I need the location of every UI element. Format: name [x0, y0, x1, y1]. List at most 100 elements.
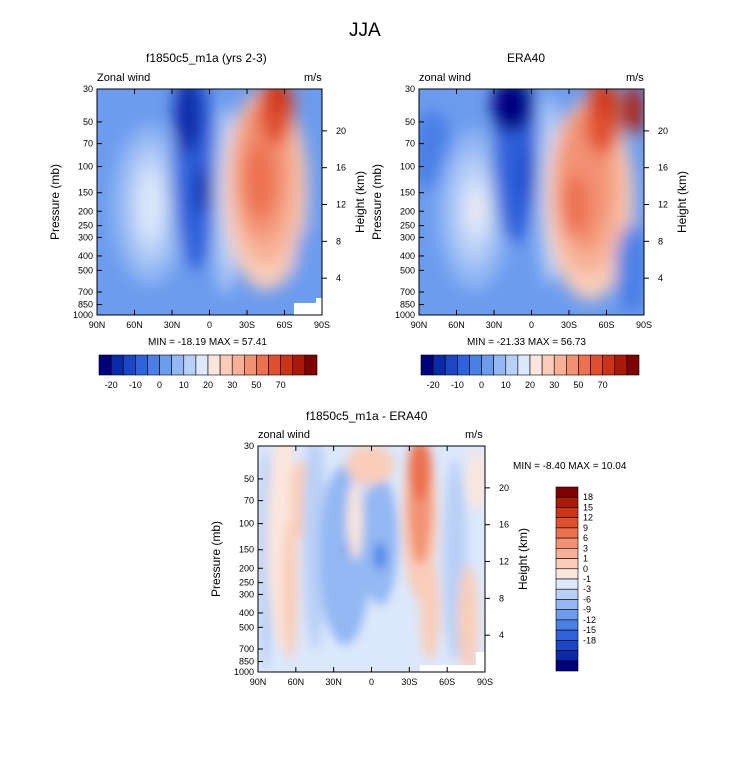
y-tick-label: 50 — [405, 117, 415, 127]
colorbar-label: 10 — [501, 380, 511, 390]
colorbar-swatch — [555, 537, 579, 549]
x-tick-label: 30S — [561, 320, 577, 330]
colorbar-label: 18 — [583, 492, 593, 502]
y2-axis-title: Height (km) — [516, 528, 530, 590]
y-tick-label: 700 — [400, 287, 415, 297]
colorbar-label: -6 — [583, 594, 591, 604]
min-max-stats: MIN = -21.33 MAX = 56.73 — [467, 337, 586, 348]
y-tick-label: 300 — [78, 232, 93, 242]
y-tick-label: 700 — [239, 644, 254, 654]
y-axis-title: Pressure (mb) — [48, 164, 62, 240]
y-tick-label: 250 — [400, 221, 415, 231]
colorbar-label: -1 — [583, 574, 591, 584]
left-corner-label: zonal wind — [258, 429, 310, 441]
colorbar-swatch — [304, 354, 318, 376]
colorbar-swatch — [555, 650, 579, 662]
colorbar-swatch — [555, 599, 579, 610]
colorbar-swatch — [555, 527, 579, 539]
units-label: m/s — [626, 72, 644, 84]
colorbar-swatch — [555, 629, 579, 641]
colorbar-label: 9 — [583, 523, 588, 533]
x-tick-label: 90S — [636, 320, 652, 330]
y-tick-label: 1000 — [73, 310, 93, 320]
x-tick-label: 0 — [207, 320, 212, 330]
colorbar-label: -12 — [583, 615, 596, 625]
panel-title: ERA40 — [507, 51, 546, 65]
colorbar-label: -3 — [583, 584, 591, 594]
y-tick-label: 1000 — [234, 667, 254, 677]
x-tick-label: 0 — [529, 320, 534, 330]
colorbar-swatch — [555, 660, 579, 672]
y-tick-label: 500 — [400, 265, 415, 275]
x-tick-label: 60S — [598, 320, 614, 330]
x-tick-label: 30N — [164, 320, 181, 330]
colorbar-label: -10 — [451, 380, 464, 390]
y-tick-label: 250 — [239, 578, 254, 588]
y2-tick-label: 8 — [336, 236, 341, 246]
y2-axis-title: Height (km) — [353, 171, 367, 233]
colorbar-swatch — [555, 588, 579, 600]
colorbar-label: 1 — [583, 554, 588, 564]
y-tick-label: 1000 — [395, 310, 415, 320]
colorbar-label: 10 — [179, 380, 189, 390]
y-tick-label: 850 — [239, 657, 254, 667]
y-tick-label: 100 — [400, 162, 415, 172]
y-tick-label: 150 — [400, 188, 415, 198]
colorbar-label: 30 — [549, 380, 559, 390]
y-tick-label: 700 — [78, 287, 93, 297]
y2-tick-label: 16 — [658, 163, 668, 173]
colorbar-swatch — [555, 496, 579, 508]
y-tick-label: 400 — [239, 608, 254, 618]
y-tick-label: 850 — [400, 300, 415, 310]
y2-tick-label: 4 — [499, 630, 504, 640]
x-tick-label: 90S — [477, 677, 493, 687]
colorbar-swatch — [555, 619, 579, 631]
y-tick-label: 500 — [239, 622, 254, 632]
colorbar-label: -18 — [583, 635, 596, 645]
y2-tick-label: 12 — [336, 200, 346, 210]
colorbar-label: 12 — [583, 513, 593, 523]
x-tick-label: 60S — [276, 320, 292, 330]
min-max-stats: MIN = -18.19 MAX = 57.41 — [148, 337, 267, 348]
x-tick-label: 30N — [325, 677, 342, 687]
y-tick-label: 400 — [78, 251, 93, 261]
y2-tick-label: 16 — [336, 163, 346, 173]
colorbar-label: 70 — [276, 380, 286, 390]
y-tick-label: 300 — [239, 589, 254, 599]
colorbar-label: 50 — [573, 380, 583, 390]
x-tick-label: 60N — [288, 677, 305, 687]
colorbar-label: 0 — [479, 380, 484, 390]
colorbar-swatch — [555, 568, 579, 580]
y-tick-label: 70 — [83, 139, 93, 149]
units-label: m/s — [465, 429, 483, 441]
y-tick-label: 70 — [405, 139, 415, 149]
left-corner-label: zonal wind — [419, 72, 471, 84]
y2-tick-label: 20 — [658, 126, 668, 136]
y-tick-label: 300 — [400, 232, 415, 242]
colorbar-swatch — [555, 507, 579, 518]
colorbar-swatch — [555, 609, 579, 621]
x-tick-label: 30N — [486, 320, 503, 330]
y-tick-label: 150 — [78, 188, 93, 198]
y2-tick-label: 20 — [336, 126, 346, 136]
colorbar-label: -9 — [583, 605, 591, 615]
x-tick-label: 60N — [126, 320, 143, 330]
colorbar-label: 20 — [525, 380, 535, 390]
y2-tick-label: 4 — [658, 273, 663, 283]
y2-tick-label: 12 — [499, 557, 509, 567]
y-tick-label: 100 — [239, 519, 254, 529]
colorbar-label: -20 — [105, 380, 118, 390]
colorbar-label: 0 — [157, 380, 162, 390]
colorbar-label: -15 — [583, 625, 596, 635]
y-axis-title: Pressure (mb) — [209, 521, 223, 597]
colorbar-label: 3 — [583, 543, 588, 553]
x-tick-label: 90N — [250, 677, 267, 687]
y-axis-title: Pressure (mb) — [370, 164, 384, 240]
y-tick-label: 30 — [244, 441, 254, 451]
y2-tick-label: 4 — [336, 273, 341, 283]
colorbar-label: -20 — [427, 380, 440, 390]
colorbar-label: 50 — [251, 380, 261, 390]
x-tick-label: 90N — [89, 320, 106, 330]
y-tick-label: 400 — [400, 251, 415, 261]
